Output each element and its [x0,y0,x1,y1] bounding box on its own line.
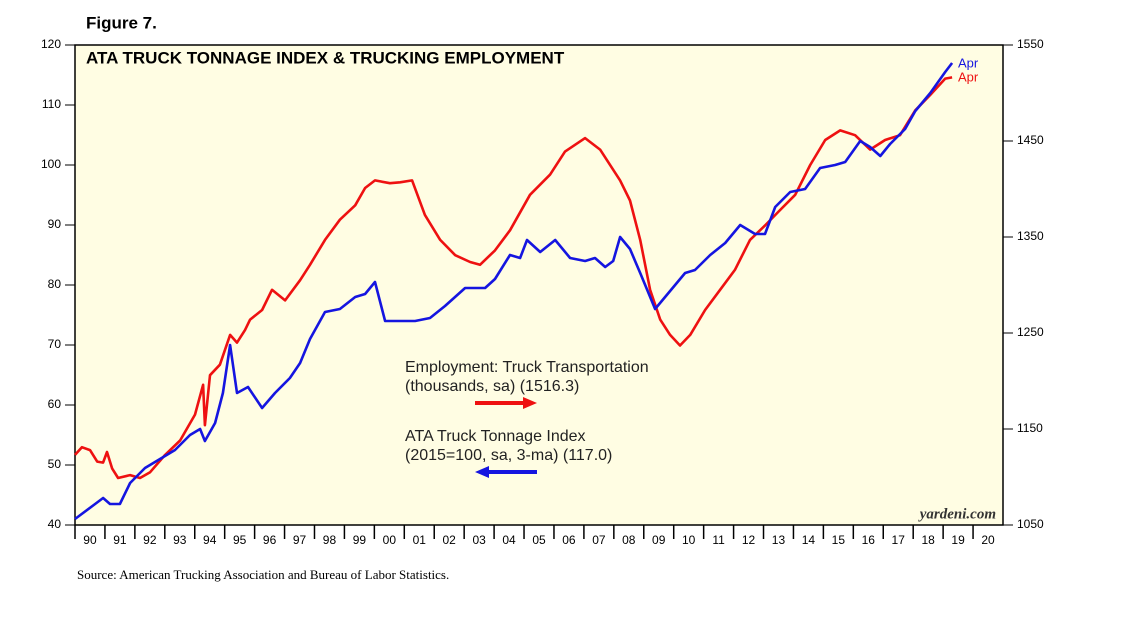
x-tick-label: 12 [742,533,756,547]
legend-note: (2015=100, sa, 3-ma) (117.0) [405,447,612,464]
x-tick-label: 92 [143,533,157,547]
x-tick-label: 97 [293,533,307,547]
chart-title: ATA TRUCK TONNAGE INDEX & TRUCKING EMPLO… [86,48,565,67]
legend-note: (thousands, sa) (1516.3) [405,378,579,395]
x-tick-label: 16 [862,533,876,547]
y2-tick-label: 1350 [1017,229,1044,243]
y-tick-label: 70 [48,337,62,351]
x-tick-label: 19 [951,533,965,547]
y-tick-label: 90 [48,217,62,231]
x-tick-label: 07 [592,533,606,547]
y2-tick-label: 1450 [1017,133,1044,147]
x-tick-label: 94 [203,533,217,547]
x-tick-label: 14 [802,533,816,547]
x-tick-label: 01 [413,533,427,547]
y-tick-label: 120 [41,37,61,51]
x-tick-label: 03 [472,533,486,547]
x-tick-label: 98 [323,533,337,547]
legend-name: Employment: Truck Transportation [405,359,649,376]
x-tick-label: 93 [173,533,187,547]
x-tick-label: 95 [233,533,247,547]
x-tick-label: 09 [652,533,666,547]
y-tick-label: 110 [42,97,61,111]
y-tick-label: 80 [48,277,62,291]
x-tick-label: 17 [892,533,906,547]
y-tick-label: 60 [48,397,62,411]
legend-arrow-head [523,397,537,409]
x-tick-label: 10 [682,533,696,547]
legend-arrow-head [475,466,489,478]
x-tick-label: 15 [832,533,846,547]
watermark: yardeni.com [918,506,996,522]
x-tick-label: 18 [921,533,935,547]
y2-tick-label: 1550 [1017,37,1044,51]
figure-label: Figure 7. [86,13,157,32]
x-tick-label: 90 [83,533,97,547]
series-line [74,62,954,521]
x-tick-label: 99 [353,533,367,547]
y-tick-label: 100 [41,157,61,171]
x-tick-label: 06 [562,533,576,547]
x-tick-label: 96 [263,533,277,547]
x-tick-label: 08 [622,533,636,547]
y2-tick-label: 1050 [1017,517,1044,531]
end-label: Apr [958,55,979,70]
x-tick-label: 11 [712,533,725,547]
plot-area [74,44,1004,526]
legend-name: ATA Truck Tonnage Index [405,428,586,445]
x-tick-label: 13 [772,533,786,547]
y2-tick-label: 1250 [1017,325,1044,339]
x-tick-label: 00 [383,533,397,547]
end-label: Apr [958,69,979,84]
x-tick-label: 04 [502,533,516,547]
x-tick-label: 20 [981,533,995,547]
y-tick-label: 50 [48,457,62,471]
source: Source: American Trucking Association an… [77,567,449,582]
y2-tick-label: 1150 [1017,421,1043,435]
y-tick-label: 40 [48,517,62,531]
series-line [74,76,953,480]
x-tick-label: 91 [113,533,127,547]
x-tick-label: 02 [443,533,457,547]
x-tick-label: 05 [532,533,546,547]
